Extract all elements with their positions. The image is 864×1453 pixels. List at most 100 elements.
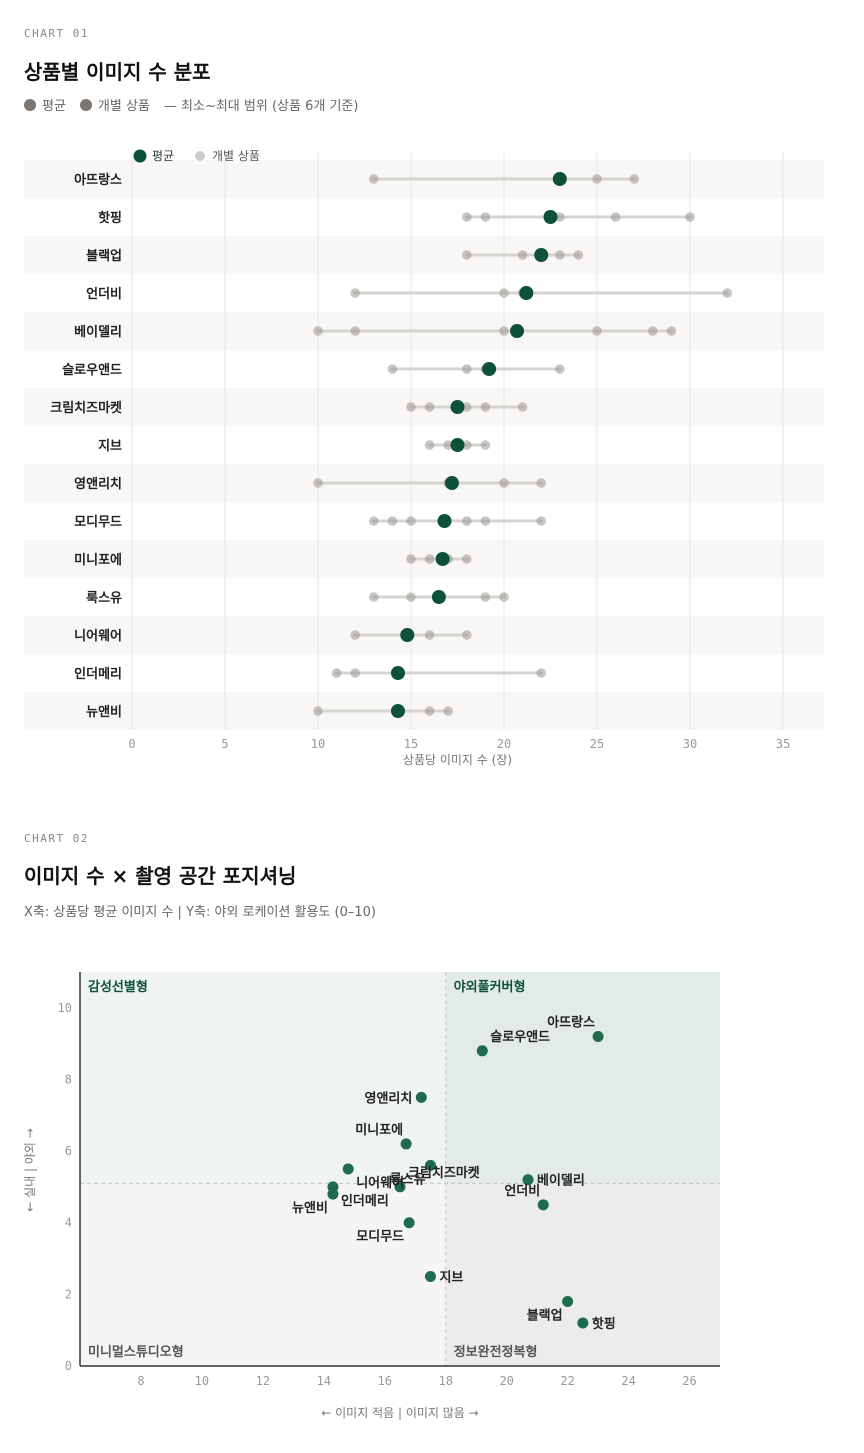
scatter-point	[400, 1138, 412, 1150]
mean-point	[519, 286, 534, 300]
x-axis-label: 상품당 이미지 수 (장)	[403, 753, 512, 767]
quadrant-top-left	[80, 972, 446, 1184]
subtitle-mean-label: 평균	[42, 99, 66, 114]
individual-point	[480, 212, 491, 222]
individual-point	[406, 554, 416, 564]
quadrant-top-right	[445, 972, 720, 1184]
individual-point	[480, 516, 491, 526]
legend-mean-marker	[133, 149, 147, 163]
individual-point	[480, 592, 491, 602]
chart2-subtitle: X축: 상품당 평균 이미지 수 | Y축: 야외 로케이션 활용도 (0–10…	[24, 905, 376, 920]
individual-point	[517, 402, 528, 412]
point-label: 뉴앤비	[292, 1200, 328, 1216]
individual-point	[369, 516, 379, 526]
point-label: 아뜨랑스	[547, 1014, 595, 1030]
mean-point	[390, 704, 405, 718]
chart2-kicker: CHART 02	[24, 832, 89, 845]
quadrant-label-bottom-right: 정보완전정복형	[454, 1344, 538, 1360]
individual-point	[369, 592, 379, 602]
scatter-point	[327, 1188, 339, 1200]
individual-point	[406, 402, 416, 412]
mean-point	[437, 514, 452, 528]
individual-point	[424, 630, 435, 640]
x-tick-label: 10	[195, 1374, 209, 1388]
individual-point	[313, 706, 323, 716]
quadrant-bottom-right	[445, 1183, 720, 1366]
individual-point	[424, 440, 435, 450]
row-label: 크림치즈마켓	[50, 400, 122, 416]
individual-point	[462, 440, 472, 450]
row-label: 인더메리	[74, 666, 122, 682]
row-label: 블랙업	[86, 248, 122, 264]
row-label: 모디무드	[74, 514, 122, 530]
individual-point	[555, 364, 565, 374]
x-tick-label: 0	[128, 737, 135, 751]
row-label: 영앤리치	[74, 476, 122, 492]
individual-point	[722, 288, 732, 298]
x-tick-label: 5	[221, 737, 228, 751]
row-label: 지브	[98, 439, 122, 454]
quadrant-label-bottom-left: 미니멀스튜디오형	[88, 1344, 184, 1360]
individual-point	[536, 478, 546, 488]
scatter-point	[592, 1030, 604, 1042]
individual-point	[536, 516, 546, 526]
x-tick-label: 10	[311, 737, 325, 751]
individual-point	[610, 212, 621, 222]
y-tick-label: 10	[58, 1001, 72, 1015]
y-tick-label: 8	[65, 1072, 72, 1086]
individual-point	[350, 288, 361, 298]
point-label: 인더메리	[341, 1193, 389, 1209]
point-label: 핫핑	[592, 1316, 616, 1332]
subtitle-range-note: — 최소~최대 범위 (상품 6개 기준)	[163, 99, 359, 114]
individual-point	[424, 706, 435, 716]
x-tick-label: 35	[776, 737, 790, 751]
individual-point	[480, 440, 491, 450]
individual-point	[462, 364, 472, 374]
scatter-point	[403, 1217, 415, 1229]
point-label: 지브	[439, 1270, 463, 1285]
legend-individual-label: 개별 상품	[212, 149, 260, 163]
point-label: 블랙업	[527, 1308, 563, 1324]
individual-point	[648, 326, 658, 336]
individual-point	[685, 212, 695, 222]
x-tick-label: 26	[682, 1374, 696, 1388]
y-axis-label: ← 실내 | 야외 →	[23, 1128, 37, 1212]
mean-point	[552, 172, 567, 186]
y-tick-label: 6	[65, 1144, 72, 1158]
individual-point	[350, 630, 361, 640]
individual-point	[629, 174, 639, 184]
mean-point	[400, 628, 415, 642]
scatter-point	[424, 1270, 436, 1282]
individual-point	[424, 554, 435, 564]
legend-individual-marker	[195, 151, 205, 161]
scatter-point	[415, 1091, 427, 1103]
row-label: 핫핑	[98, 210, 122, 226]
x-tick-label: 30	[683, 737, 697, 751]
individual-point	[592, 326, 602, 336]
individual-point	[369, 174, 379, 184]
scatter-point	[394, 1181, 406, 1193]
row-label: 니어웨어	[74, 628, 122, 644]
point-label: 크림치즈마켓	[408, 1165, 480, 1181]
individual-point	[499, 478, 509, 488]
mean-point	[543, 210, 558, 224]
individual-point	[462, 516, 472, 526]
individual-point	[313, 478, 323, 488]
mean-point	[390, 666, 405, 680]
individual-swatch-icon	[79, 98, 92, 111]
scatter-point	[522, 1174, 534, 1186]
x-tick-label: 8	[137, 1374, 144, 1388]
individual-point	[666, 326, 677, 336]
individual-point	[350, 326, 361, 336]
individual-point	[480, 402, 491, 412]
individual-point	[387, 364, 398, 374]
individual-point	[443, 440, 454, 450]
x-tick-label: 12	[256, 1374, 270, 1388]
individual-point	[350, 668, 361, 678]
mean-point	[482, 362, 497, 376]
individual-point	[462, 250, 472, 260]
row-label: 뉴앤비	[86, 704, 122, 720]
mean-point	[534, 248, 549, 262]
y-tick-label: 2	[65, 1287, 72, 1301]
x-tick-label: 15	[404, 737, 418, 751]
